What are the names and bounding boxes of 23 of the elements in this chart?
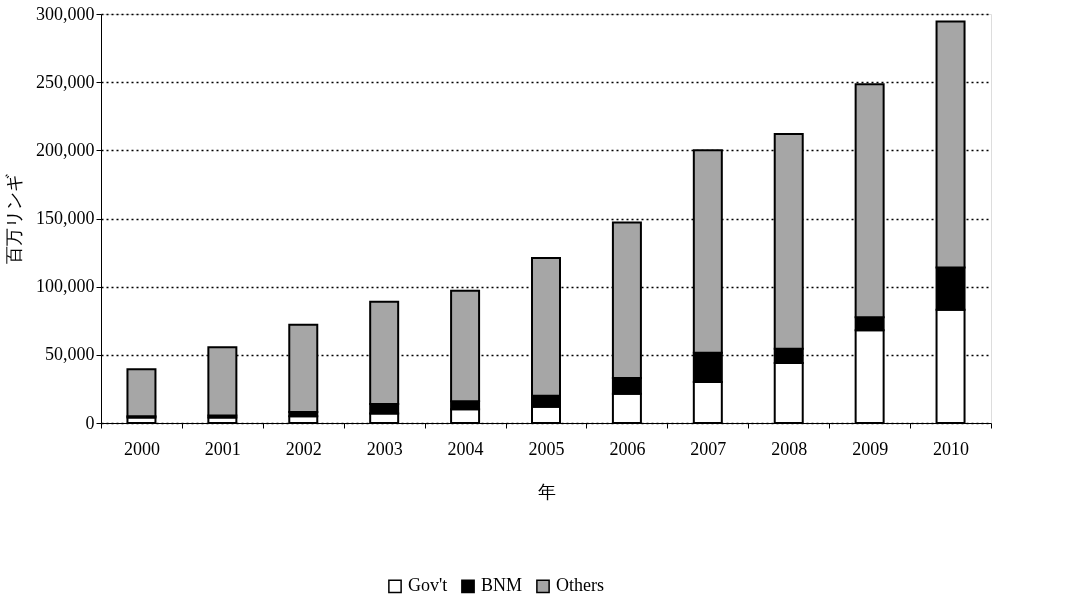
x-tick-label: 2004 bbox=[447, 438, 484, 459]
x-tick-label: 2002 bbox=[285, 438, 322, 459]
x-tick-label: 2003 bbox=[366, 438, 403, 459]
y-axis-title: 百万リンギ bbox=[4, 174, 24, 264]
y-tick-label: 100,000 bbox=[36, 276, 95, 297]
x-tick-label: 2007 bbox=[690, 438, 727, 459]
legend-label: Gov't bbox=[408, 575, 448, 596]
y-tick-label: 250,000 bbox=[36, 71, 95, 92]
x-axis-title: 年 bbox=[537, 481, 556, 502]
x-tick-label: 2010 bbox=[933, 438, 970, 459]
y-tick-label: 50,000 bbox=[45, 344, 95, 365]
x-tick-label: 2000 bbox=[123, 438, 160, 459]
y-tick-label: 200,000 bbox=[36, 139, 95, 160]
x-tick-label: 2006 bbox=[609, 438, 646, 459]
x-tick-label: 2008 bbox=[771, 438, 808, 459]
x-tick-label: 2001 bbox=[204, 438, 241, 459]
y-tick-label: 0 bbox=[85, 412, 95, 433]
legend-label: BNM bbox=[481, 575, 523, 596]
y-tick-label: 150,000 bbox=[36, 208, 95, 228]
x-tick-label: 2005 bbox=[528, 438, 565, 459]
legend-label: Others bbox=[556, 575, 604, 596]
x-tick-label: 2009 bbox=[852, 438, 889, 459]
y-tick-label: 300,000 bbox=[36, 3, 95, 24]
